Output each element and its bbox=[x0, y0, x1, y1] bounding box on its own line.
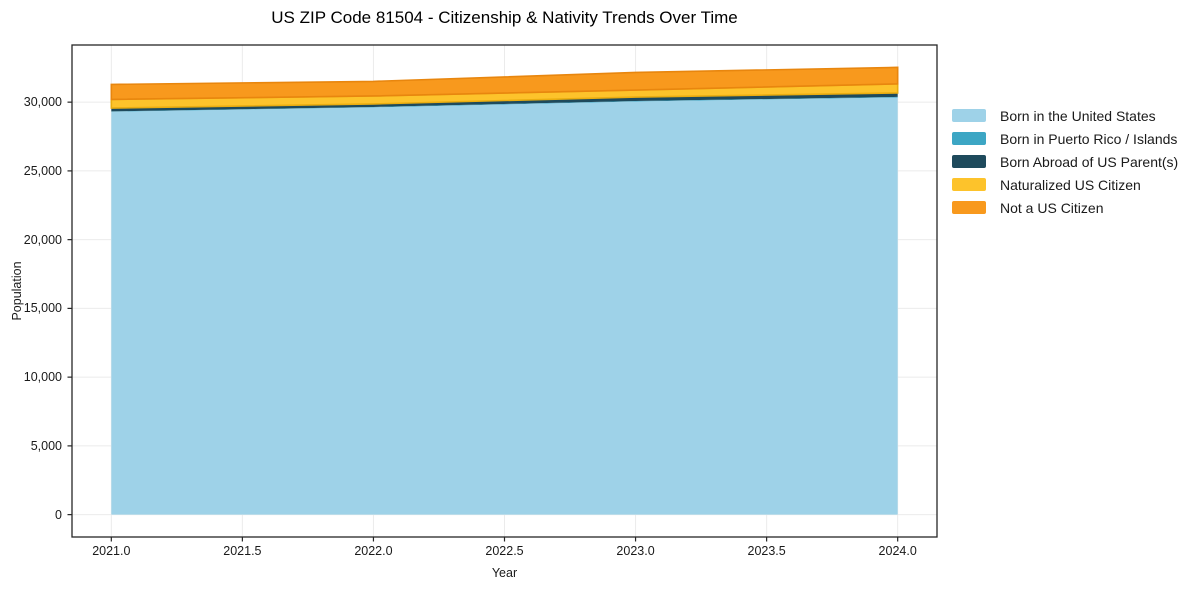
legend-item: Naturalized US Citizen bbox=[952, 173, 1178, 196]
legend-swatch-naturalized bbox=[952, 178, 986, 191]
y-tick-label: 10,000 bbox=[23, 370, 62, 385]
area-series-1 bbox=[111, 96, 898, 112]
x-tick-label: 2023.0 bbox=[616, 544, 655, 558]
y-tick-label: 25,000 bbox=[23, 163, 62, 178]
legend-swatch-not-citizen bbox=[952, 201, 986, 214]
legend-label-born-abroad: Born Abroad of US Parent(s) bbox=[1000, 153, 1179, 170]
legend-label-puerto-rico: Born in Puerto Rico / Islands bbox=[1000, 130, 1178, 147]
y-tick-label: 15,000 bbox=[23, 301, 62, 316]
legend-item: Not a US Citizen bbox=[952, 196, 1178, 219]
area-series-2 bbox=[111, 92, 898, 112]
area-series-4 bbox=[110, 66, 899, 101]
y-tick-label: 5,000 bbox=[30, 438, 62, 453]
y-tick-label: 0 bbox=[55, 507, 62, 522]
legend-label-naturalized: Naturalized US Citizen bbox=[1000, 176, 1141, 193]
x-tick-label: 2022.0 bbox=[354, 544, 393, 558]
x-tick-label: 2021.0 bbox=[92, 544, 131, 558]
x-tick-label: 2021.5 bbox=[223, 544, 262, 558]
y-tick-label: 30,000 bbox=[23, 95, 62, 110]
legend-swatch-puerto-rico bbox=[952, 132, 986, 145]
chart-title: US ZIP Code 81504 - Citizenship & Nativi… bbox=[271, 8, 738, 27]
y-axis-label: Population bbox=[10, 261, 24, 321]
x-tick-label: 2022.5 bbox=[485, 544, 524, 558]
area-series-0 bbox=[111, 97, 898, 515]
legend-swatch-born-abroad bbox=[952, 155, 986, 168]
legend-item: Born in Puerto Rico / Islands bbox=[952, 127, 1178, 150]
legend-item: Born Abroad of US Parent(s) bbox=[952, 150, 1178, 173]
x-axis-label: Year bbox=[491, 566, 518, 580]
legend-label-not-citizen: Not a US Citizen bbox=[1000, 199, 1104, 216]
x-tick-label: 2023.5 bbox=[747, 544, 786, 558]
legend-item: Born in the United States bbox=[952, 104, 1178, 127]
legend-swatch-born-us bbox=[952, 109, 986, 122]
y-tick-label: 20,000 bbox=[23, 232, 62, 247]
legend-label-born-us: Born in the United States bbox=[1000, 107, 1156, 124]
x-tick-label: 2024.0 bbox=[878, 544, 917, 558]
legend: Born in the United States Born in Puerto… bbox=[952, 104, 1178, 219]
